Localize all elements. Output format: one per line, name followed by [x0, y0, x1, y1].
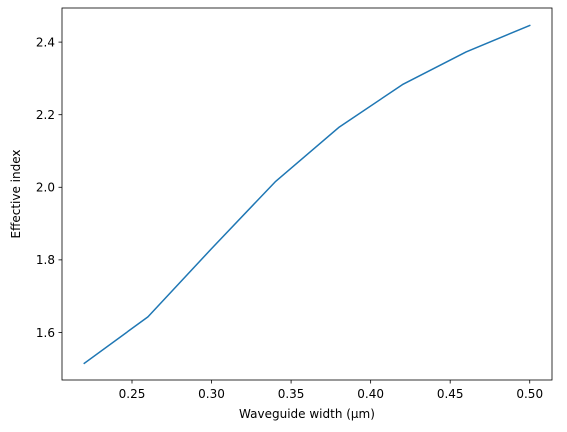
y-axis-ticks: 1.6 1.8 2.0 2.2 2.4 — [36, 35, 62, 340]
x-tick-label: 0.50 — [516, 387, 543, 401]
x-tick-label: 0.30 — [198, 387, 225, 401]
y-tick-label: 1.6 — [36, 326, 55, 340]
series-layer — [83, 24, 531, 365]
x-tick-label: 0.25 — [119, 387, 146, 401]
y-tick-label: 2.4 — [36, 35, 55, 49]
y-tick-label: 2.0 — [36, 181, 55, 195]
x-tick-label: 0.45 — [437, 387, 464, 401]
x-axis-label: Waveguide width (μm) — [239, 407, 375, 421]
y-tick-label: 2.2 — [36, 108, 55, 122]
y-axis-label: Effective index — [9, 150, 23, 239]
axes-frame — [61, 7, 553, 381]
x-tick-label: 0.40 — [357, 387, 384, 401]
x-axis-ticks: 0.25 0.30 0.35 0.40 0.45 0.50 — [119, 380, 543, 401]
y-tick-label: 1.8 — [36, 253, 55, 267]
x-tick-label: 0.35 — [278, 387, 305, 401]
series-line — [83, 24, 531, 365]
